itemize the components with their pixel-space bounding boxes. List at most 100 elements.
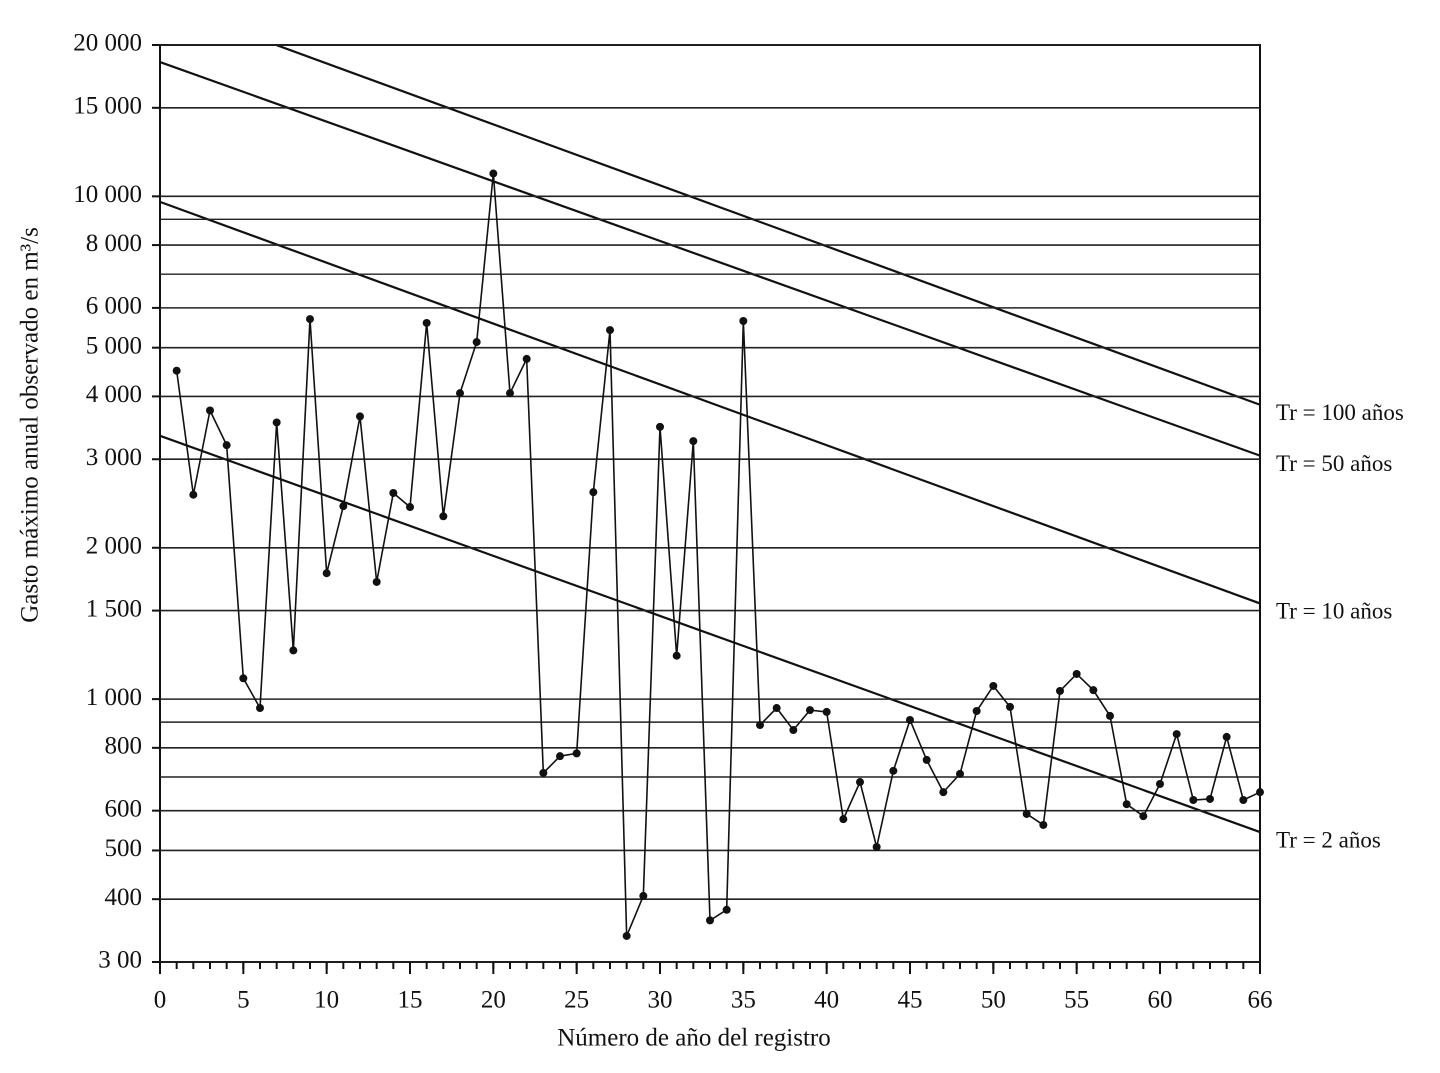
y-tick-label: 400 [105, 884, 143, 911]
x-tick-label: 50 [981, 987, 1006, 1014]
data-point [722, 905, 731, 914]
data-point [589, 488, 598, 497]
data-point [239, 674, 248, 683]
data-point [872, 842, 881, 851]
x-tick-label: 55 [1064, 987, 1089, 1014]
data-point [522, 354, 531, 363]
data-point [922, 755, 931, 764]
data-point [789, 726, 798, 735]
data-point [1172, 730, 1181, 739]
y-tick-label: 5 000 [86, 332, 142, 359]
data-point [1139, 812, 1148, 821]
data-point [689, 437, 698, 446]
plot-frame [159, 44, 1261, 963]
return-period-line [160, 434, 1260, 834]
x-tick-label: 60 [1148, 987, 1173, 1014]
x-axis-label: Número de año del registro [557, 1025, 831, 1052]
x-tick-label: 20 [481, 987, 506, 1014]
data-point [556, 752, 564, 761]
data-point [306, 315, 314, 324]
data-point [472, 338, 481, 347]
data-point [1022, 809, 1031, 818]
return-period-label: Tr = 50 años [1276, 451, 1392, 476]
data-point [222, 441, 231, 450]
y-tick-label: 8 000 [86, 230, 142, 257]
y-tick-label: 1 500 [86, 595, 142, 622]
x-tick-label: 15 [398, 987, 423, 1014]
data-point [456, 389, 464, 398]
data-point [1072, 669, 1081, 678]
data-point [822, 707, 831, 716]
data-point [1106, 711, 1114, 720]
data-point [972, 707, 981, 716]
data-point [622, 931, 631, 940]
data-point [739, 317, 748, 326]
x-tick-label: 0 [154, 987, 167, 1014]
data-point [539, 768, 548, 777]
y-tick-label: 3 000 [86, 444, 142, 471]
data-point [656, 422, 664, 431]
data-point [1006, 702, 1014, 711]
data-point [1122, 800, 1131, 809]
data-point [756, 721, 764, 730]
data-point [839, 815, 848, 824]
data-point [1222, 732, 1231, 741]
data-point [206, 406, 214, 415]
data-point [339, 502, 348, 511]
data-line [175, 173, 1261, 937]
data-point [1039, 820, 1048, 829]
y-tick-label: 500 [105, 835, 143, 862]
data-point [572, 749, 581, 758]
data-point [389, 489, 398, 498]
x-tick-label: 35 [731, 987, 756, 1014]
data-point [189, 490, 198, 499]
data-point [289, 646, 298, 655]
data-point [406, 503, 414, 512]
data-point [272, 418, 281, 427]
return-period-line [160, 200, 1260, 605]
data-point [806, 706, 814, 715]
data-point [956, 769, 964, 778]
data-point [706, 916, 714, 925]
data-point [422, 318, 431, 327]
data-point [906, 715, 914, 724]
y-axis-label: Gasto máximo anual observado en m³/s [17, 227, 44, 623]
data-point [356, 412, 364, 421]
data-point [606, 326, 614, 335]
data-point [1056, 686, 1064, 695]
y-tick-label: 10 000 [73, 181, 142, 208]
y-tick-label: 1 000 [86, 684, 142, 711]
x-tick-label: 30 [648, 987, 673, 1014]
return-period-line [273, 45, 1260, 406]
data-point [1089, 686, 1098, 695]
data-point [989, 681, 998, 690]
data-point [1256, 788, 1264, 797]
data-point [506, 389, 514, 398]
data-point [1156, 779, 1164, 788]
y-tick-label: 3 00 [98, 947, 142, 974]
y-tick-label: 15 000 [73, 93, 142, 120]
return-period-label: Tr = 10 años [1276, 599, 1392, 624]
return-period-label: Tr = 100 años [1276, 400, 1404, 425]
data-point [372, 577, 381, 586]
y-tick-label: 4 000 [86, 381, 142, 408]
y-tick-label: 6 000 [86, 293, 142, 320]
x-tick-label: 40 [814, 987, 839, 1014]
plot-area [160, 45, 1260, 834]
data-point [172, 366, 181, 375]
data-point [939, 788, 948, 797]
y-tick-label: 20 000 [73, 30, 142, 57]
y-tick-label: 600 [105, 795, 143, 822]
data-point [889, 766, 898, 775]
data-point [856, 778, 864, 787]
data-point [322, 569, 331, 578]
y-tick-label: 2 000 [86, 533, 142, 560]
x-tick-label: 66 [1248, 987, 1273, 1014]
x-tick-label: 25 [564, 987, 589, 1014]
data-point [489, 169, 498, 178]
y-tick-label: 800 [105, 733, 143, 760]
x-tick-label: 45 [898, 987, 923, 1014]
data-point [1189, 795, 1198, 804]
data-point [256, 704, 264, 713]
